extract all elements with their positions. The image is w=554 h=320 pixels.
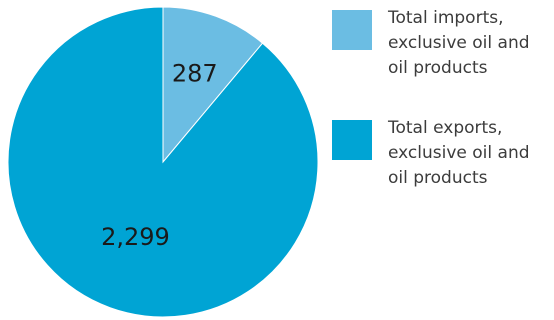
pie-slices bbox=[7, 6, 319, 318]
legend-swatch-imports bbox=[332, 10, 372, 50]
legend-label-imports: Total imports, exclusive oil and oil pro… bbox=[388, 8, 530, 78]
slice-labels: 287 2,299 bbox=[101, 60, 218, 251]
slice-value-label-exports: 2,299 bbox=[101, 223, 170, 251]
legend-item-imports: Total imports, exclusive oil and oil pro… bbox=[332, 6, 554, 116]
legend-item-exports: Total exports, exclusive oil and oil pro… bbox=[332, 116, 554, 226]
legend-label-exports: Total exports, exclusive oil and oil pro… bbox=[388, 118, 530, 188]
legend-swatch-exports bbox=[332, 120, 372, 160]
pie-slice-imports bbox=[162, 6, 264, 164]
legend: Total imports, exclusive oil and oil pro… bbox=[332, 6, 554, 226]
pie-slice-exports bbox=[7, 6, 319, 318]
slice-value-label-imports: 287 bbox=[172, 60, 218, 88]
